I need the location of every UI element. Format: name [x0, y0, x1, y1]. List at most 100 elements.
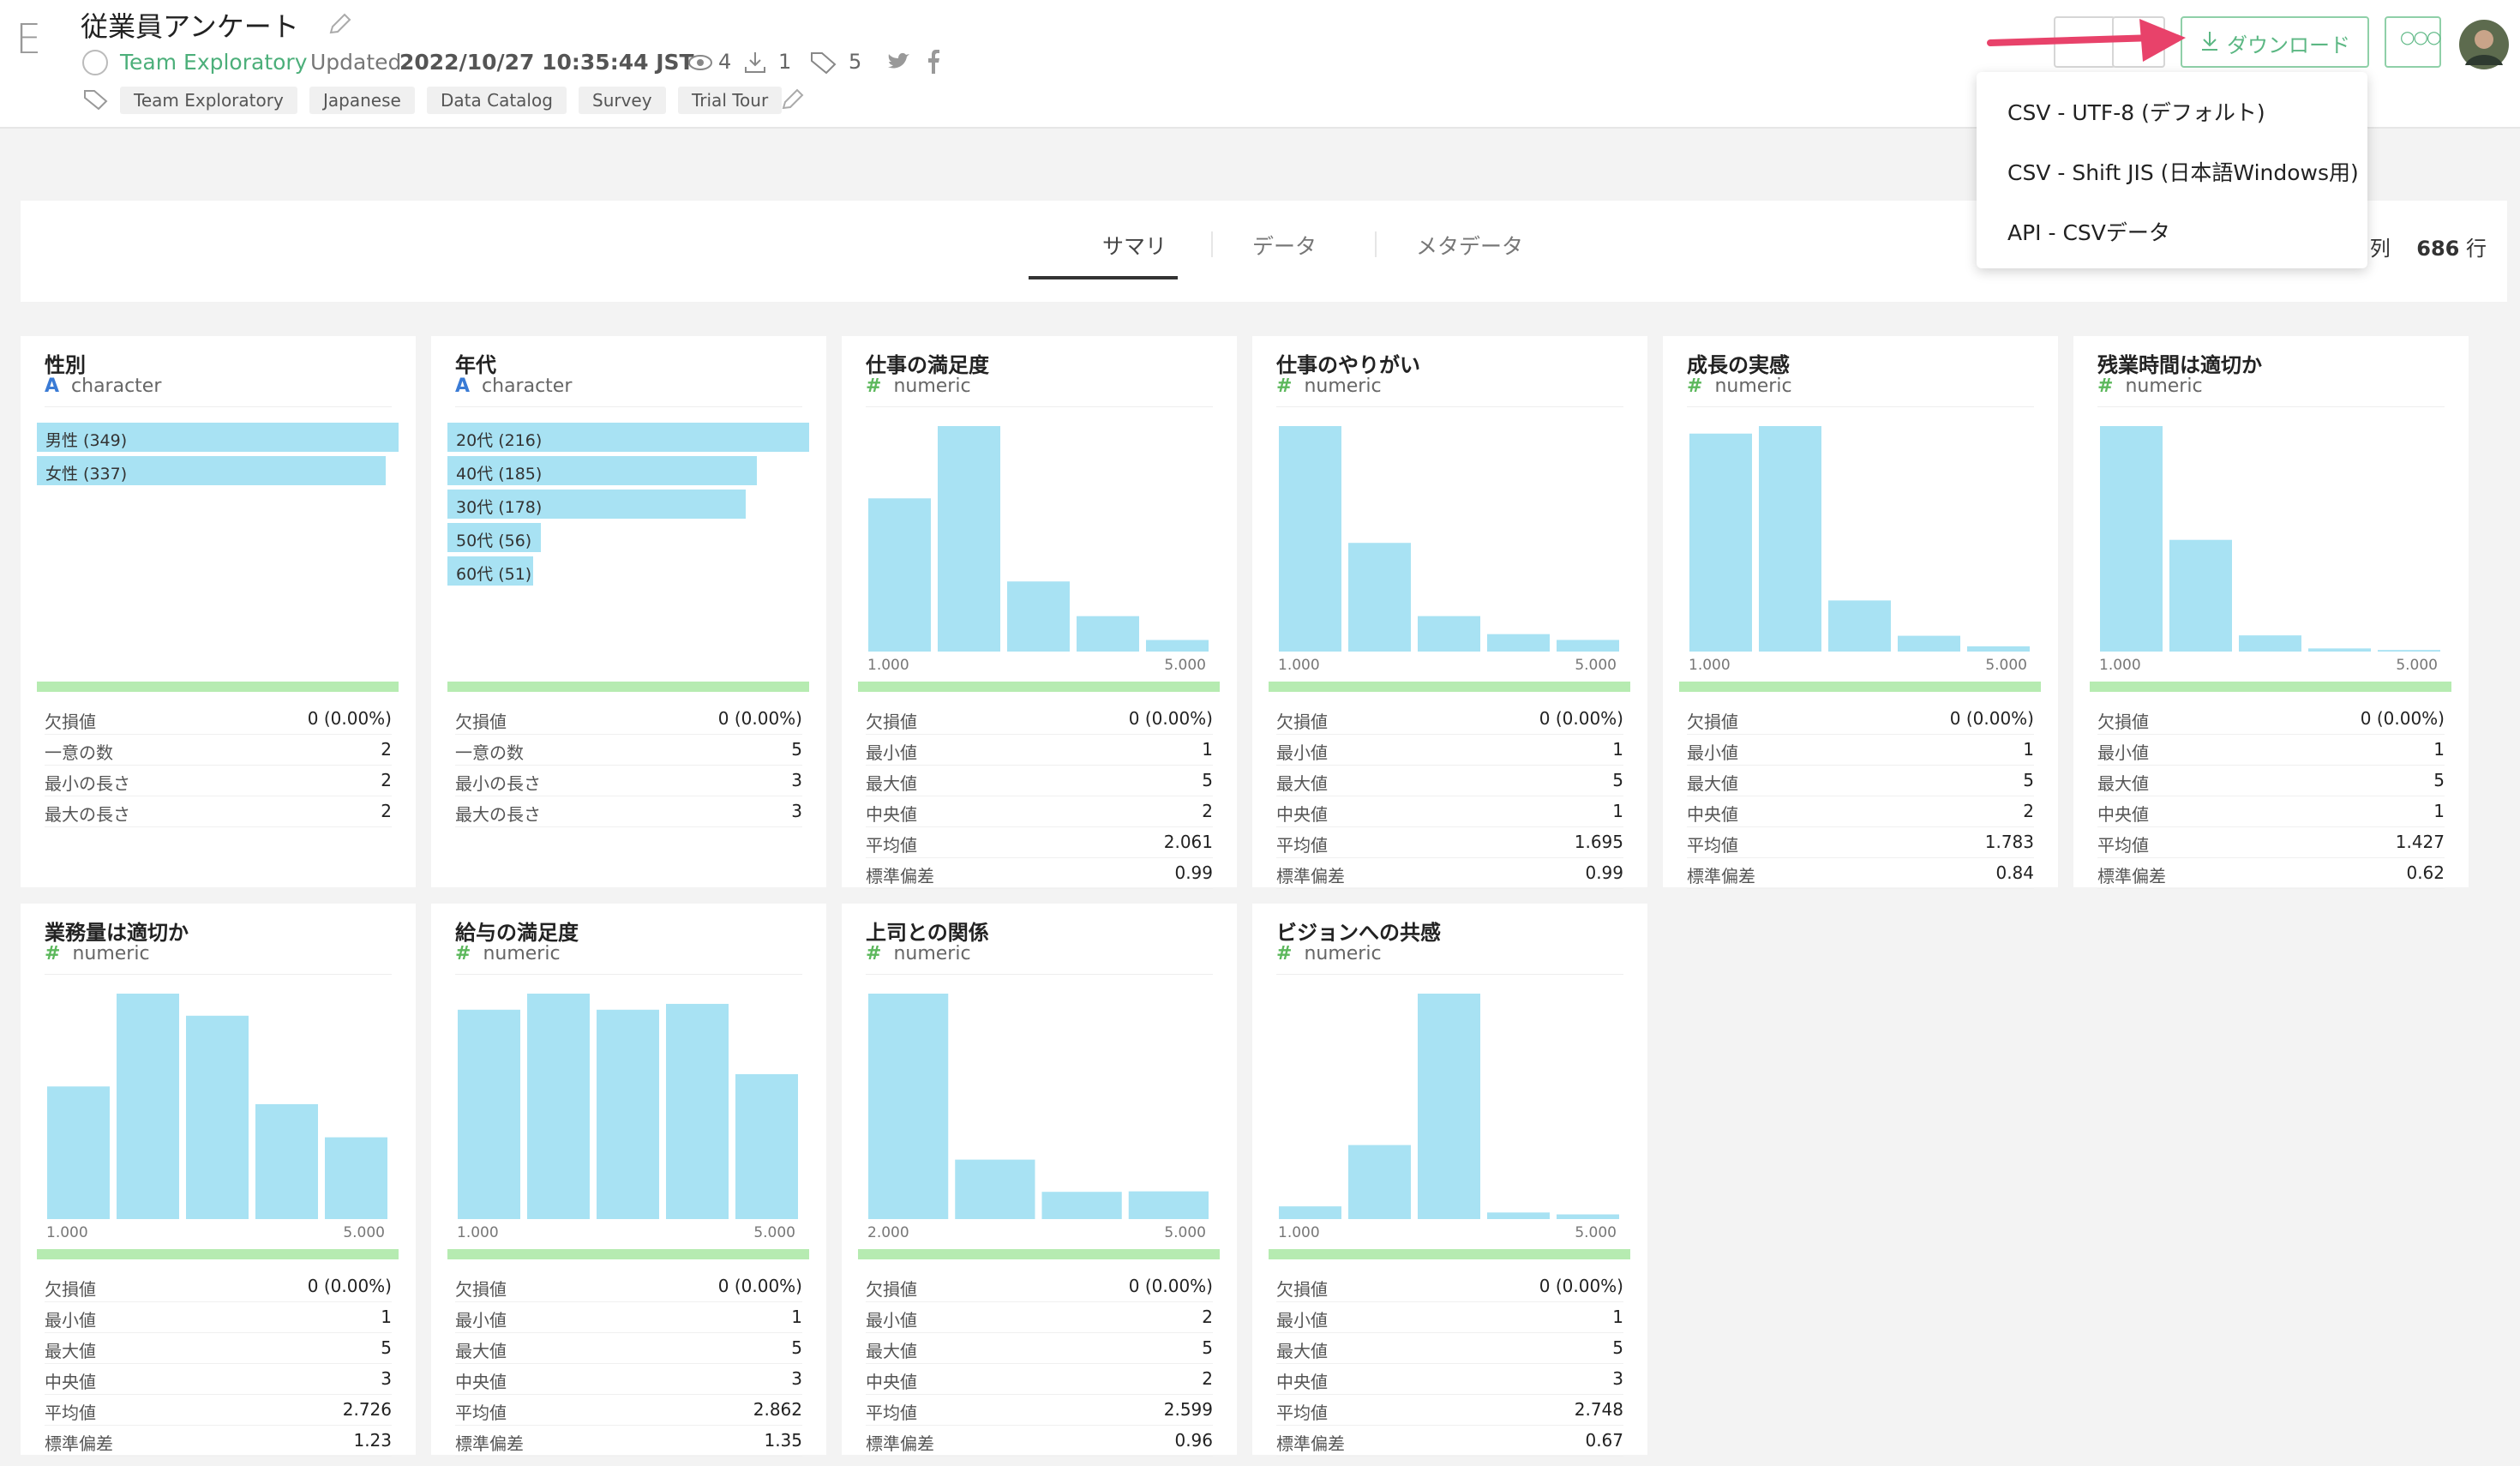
- stat-label: 欠損値: [866, 712, 917, 732]
- stat-row: 平均値 2.726: [45, 1396, 392, 1426]
- stat-row: 最大値 5: [1276, 1334, 1623, 1364]
- stat-label: 最小値: [866, 742, 917, 763]
- stat-label: 標準偏差: [2097, 866, 2166, 886]
- tags-edit-icon[interactable]: [780, 87, 806, 113]
- stat-value: 1: [1612, 801, 1623, 821]
- stat-value: 0.99: [1174, 862, 1213, 883]
- stat-label: 最大値: [2097, 773, 2149, 794]
- header-divider: [455, 406, 802, 407]
- more-button[interactable]: ○○○: [2385, 16, 2441, 68]
- quality-bar: [2090, 682, 2451, 692]
- type-icon: #: [866, 943, 882, 964]
- stat-value: 1: [1612, 739, 1623, 760]
- stat-label: 最小の長さ: [45, 773, 130, 794]
- stat-label: 中央値: [2097, 804, 2149, 825]
- stat-label: 欠損値: [455, 712, 507, 732]
- updated-label: Updated: [310, 50, 402, 75]
- column-card: 仕事のやりがい # numeric 1.000 5.000 欠損値 0 (0.00%) 最小値…: [1252, 336, 1647, 889]
- downloads: 1: [778, 50, 792, 74]
- x-tick-label: 5.000: [1575, 1224, 1617, 1241]
- histogram-bar: [1557, 640, 1619, 652]
- stat-value: 1: [791, 1307, 802, 1327]
- tags-icon: [84, 90, 108, 111]
- column-type: # numeric: [1276, 943, 1382, 964]
- category-bar: 60代 (51): [447, 556, 533, 586]
- stat-value: 2.862: [753, 1399, 802, 1420]
- facebook-icon[interactable]: [926, 50, 941, 74]
- views: 4: [718, 50, 732, 74]
- twitter-icon[interactable]: [886, 51, 910, 72]
- stat-label: 最小値: [455, 1310, 507, 1331]
- histogram-bar: [47, 1086, 110, 1219]
- download-count-icon: [745, 52, 765, 73]
- active-tab-underline: [1029, 276, 1178, 279]
- header-divider: [866, 974, 1213, 975]
- stat-value: 1.783: [1984, 832, 2034, 852]
- tag[interactable]: Team Exploratory: [120, 87, 297, 114]
- stat-value: 0 (0.00%): [307, 708, 392, 729]
- column-card: 業務量は適切か # numeric 1.000 5.000 欠損値 0 (0.00%) 最小値…: [21, 904, 416, 1457]
- stat-row: 一意の数 5: [455, 736, 802, 766]
- tab[interactable]: サマリ: [1102, 234, 1167, 259]
- tag[interactable]: Japanese: [309, 87, 415, 114]
- header: E 従業員アンケート Team Exploratory Updated 2022…: [0, 0, 2520, 129]
- histogram-bar: [1418, 994, 1480, 1219]
- download-button[interactable]: ダウンロード: [2181, 16, 2369, 68]
- stat-row: 平均値 2.862: [455, 1396, 802, 1426]
- type-name: numeric: [72, 943, 150, 964]
- menu-item[interactable]: CSV - Shift JIS (日本語Windows用): [2007, 160, 2359, 185]
- title: 従業員アンケート: [81, 10, 299, 43]
- quality-bar: [1269, 1249, 1630, 1259]
- column-type: # numeric: [2097, 376, 2203, 397]
- team-link[interactable]: Team Exploratory: [120, 50, 308, 75]
- stat-label: 標準偏差: [45, 1433, 113, 1454]
- stat-value: 1.35: [764, 1430, 802, 1451]
- column-name: 仕事の満足度: [866, 353, 989, 377]
- column-name: 業務量は適切か: [45, 921, 189, 945]
- logo[interactable]: E: [15, 15, 42, 63]
- stat-row: 最大値 5: [45, 1334, 392, 1364]
- type-name: numeric: [893, 376, 971, 397]
- tag[interactable]: Survey: [579, 87, 666, 114]
- histogram: [458, 994, 798, 1219]
- stat-value: 5: [1202, 1337, 1213, 1358]
- stat-row: 中央値 2: [1687, 797, 2034, 827]
- column-name: 性別: [45, 353, 86, 377]
- type-icon: A: [45, 376, 60, 397]
- tag[interactable]: Data Catalog: [427, 87, 567, 114]
- tab[interactable]: データ: [1252, 234, 1317, 259]
- stat-value: 5: [1612, 770, 1623, 790]
- stat-row: 一意の数 2: [45, 736, 392, 766]
- histogram-bar: [255, 1103, 318, 1219]
- stat-value: 5: [791, 1337, 802, 1358]
- column-card: ビジョンへの共感 # numeric 1.000 5.000 欠損値 0 (0.00%) 最小…: [1252, 904, 1647, 1457]
- stat-label: 欠損値: [1276, 712, 1328, 732]
- edit-icon[interactable]: [327, 12, 353, 38]
- stat-label: 最大の長さ: [455, 804, 541, 825]
- tab[interactable]: メタデータ: [1416, 234, 1524, 259]
- avatar[interactable]: [2458, 19, 2510, 70]
- stat-label: 中央値: [1276, 804, 1328, 825]
- tag[interactable]: Trial Tour: [678, 87, 783, 114]
- menu-item[interactable]: CSV - UTF-8 (デフォルト): [2007, 100, 2265, 125]
- stat-label: 最大値: [1687, 773, 1738, 794]
- histogram-bar: [1077, 616, 1139, 652]
- stat-row: 最小値 1: [866, 736, 1213, 766]
- stat-label: 欠損値: [1276, 1279, 1328, 1300]
- stat-value: 2.748: [1574, 1399, 1623, 1420]
- download-icon: [2202, 32, 2217, 51]
- stat-row: 最小値 2: [866, 1303, 1213, 1333]
- x-tick-label: 5.000: [753, 1224, 795, 1241]
- stat-label: 平均値: [1687, 835, 1738, 856]
- category-label: 女性 (337): [45, 465, 128, 484]
- stat-label: 最大値: [866, 1341, 917, 1361]
- stat-label: 平均値: [2097, 835, 2149, 856]
- menu-item[interactable]: API - CSVデータ: [2007, 220, 2170, 245]
- stat-row: 最大値 5: [866, 766, 1213, 796]
- stat-value: 2.599: [1163, 1399, 1213, 1420]
- stat-value: 0 (0.00%): [717, 1276, 802, 1296]
- quality-bar: [1679, 682, 2041, 692]
- stat-label: 中央値: [1276, 1372, 1328, 1392]
- stat-value: 0 (0.00%): [1949, 708, 2034, 729]
- histogram-bar: [938, 426, 1000, 652]
